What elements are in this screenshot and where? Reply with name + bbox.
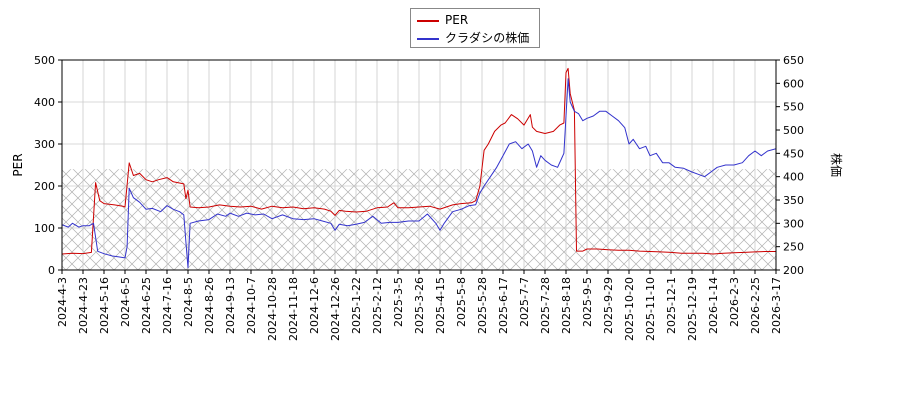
tick-label-x-18: 2025-4-15 <box>434 277 447 334</box>
tick-label-right-2: 300 <box>783 217 804 230</box>
tick-layer: 0 100 200 300 400 500 200 250 300 350 400 450 500 550… <box>34 54 804 341</box>
tick-label-left-2: 200 <box>34 180 55 193</box>
legend-swatch-per <box>417 19 439 22</box>
tick-label-left-5: 500 <box>34 54 55 67</box>
tick-label-right-5: 450 <box>783 147 804 160</box>
tick-label-right-4: 400 <box>783 171 804 184</box>
tick-label-x-19: 2025-5-8 <box>455 277 468 327</box>
tick-label-right-0: 200 <box>783 264 804 277</box>
tick-label-x-20: 2025-5-28 <box>476 277 489 334</box>
tick-label-x-7: 2024-8-26 <box>203 277 216 334</box>
tick-label-x-1: 2024-4-23 <box>77 277 90 334</box>
tick-label-x-4: 2024-6-25 <box>140 277 153 334</box>
grid-layer <box>61 59 777 271</box>
tick-label-x-0: 2024-4-3 <box>56 277 69 327</box>
tick-label-x-30: 2025-12-19 <box>686 277 699 341</box>
tick-label-x-21: 2025-6-17 <box>497 277 510 334</box>
tick-label-x-17: 2025-3-26 <box>413 277 426 334</box>
tick-label-x-16: 2025-3-5 <box>392 277 405 327</box>
legend-label-per: PER <box>445 13 469 27</box>
tick-label-left-4: 400 <box>34 96 55 109</box>
tick-label-right-9: 650 <box>783 54 804 67</box>
tick-label-x-29: 2025-12-1 <box>665 277 678 334</box>
tick-label-x-33: 2026-2-25 <box>749 277 762 334</box>
tick-label-x-13: 2024-12-26 <box>329 277 342 341</box>
tick-label-x-8: 2024-9-13 <box>224 277 237 334</box>
tick-label-right-8: 600 <box>783 77 804 90</box>
tick-label-x-15: 2025-2-12 <box>371 277 384 334</box>
tick-label-x-27: 2025-10-20 <box>623 277 636 341</box>
series-line-1 <box>62 78 776 269</box>
tick-label-right-1: 250 <box>783 241 804 254</box>
legend-item-per: PER <box>417 12 468 28</box>
tick-label-x-23: 2025-7-28 <box>539 277 552 334</box>
tick-label-x-26: 2025-9-29 <box>602 277 615 334</box>
tick-label-left-0: 0 <box>48 264 55 277</box>
y-axis-label-left: PER <box>11 153 25 176</box>
legend: PER クラダシの株価 <box>410 8 540 48</box>
tick-label-x-11: 2024-11-18 <box>287 277 300 341</box>
legend-swatch-price <box>417 37 439 40</box>
tick-label-x-28: 2025-11-10 <box>644 277 657 341</box>
tick-label-x-6: 2024-8-5 <box>182 277 195 327</box>
tick-label-left-1: 100 <box>34 222 55 235</box>
tick-label-x-12: 2024-12-6 <box>308 277 321 334</box>
tick-label-x-34: 2026-3-17 <box>770 277 783 334</box>
legend-label-price: クラダシの株価 <box>445 31 530 45</box>
tick-label-x-24: 2025-8-18 <box>560 277 573 334</box>
tick-label-x-9: 2024-10-7 <box>245 277 258 334</box>
tick-label-x-32: 2026-2-3 <box>728 277 741 327</box>
tick-label-x-31: 2026-1-14 <box>707 277 720 334</box>
series-line-0 <box>62 67 776 255</box>
tick-label-x-10: 2024-10-28 <box>266 277 279 341</box>
tick-label-x-5: 2024-7-16 <box>161 277 174 334</box>
tick-label-x-25: 2025-9-5 <box>581 277 594 327</box>
legend-item-price: クラダシの株価 <box>417 30 529 46</box>
y-axis-label-right: 株価 <box>829 153 844 177</box>
tick-label-right-7: 550 <box>783 101 804 114</box>
tick-label-x-22: 2025-7-7 <box>518 277 531 327</box>
tick-label-left-3: 300 <box>34 138 55 151</box>
tick-label-right-3: 350 <box>783 194 804 207</box>
series-layer <box>62 67 776 269</box>
tick-label-x-14: 2025-1-22 <box>350 277 363 334</box>
tick-label-right-6: 500 <box>783 124 804 137</box>
tick-label-x-2: 2024-5-16 <box>98 277 111 334</box>
tick-label-x-3: 2024-6-5 <box>119 277 132 327</box>
